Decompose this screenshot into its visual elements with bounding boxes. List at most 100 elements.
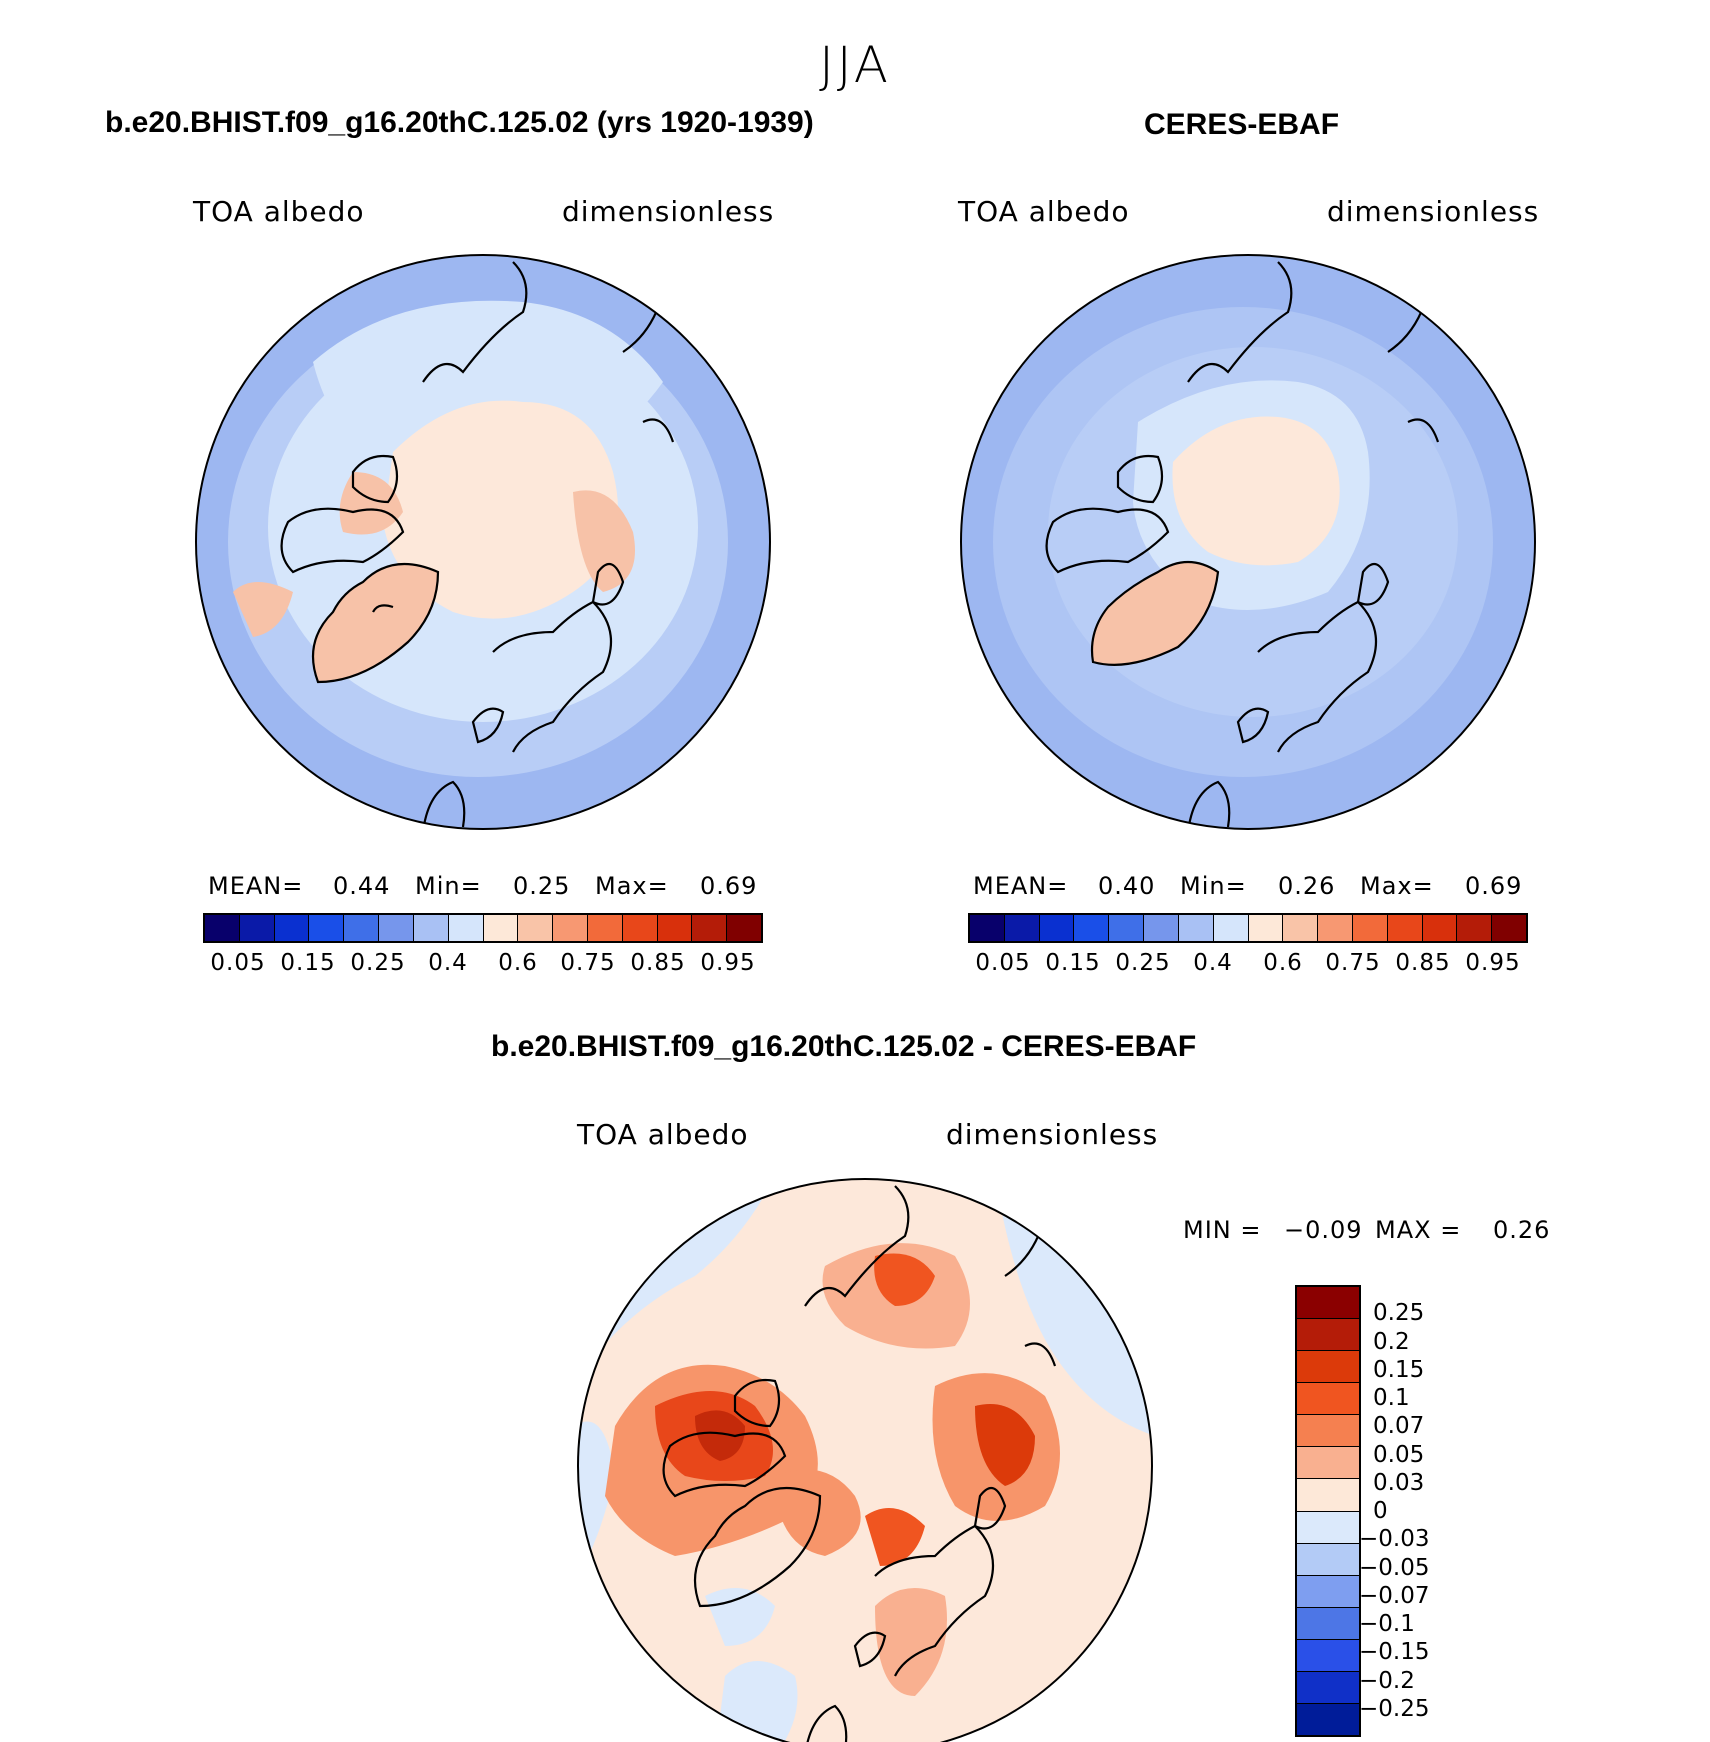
panel-3-colorbar-swatch bbox=[1297, 1607, 1359, 1640]
map-boundary bbox=[577, 1178, 1153, 1742]
panel-2-max-value: 0.69 bbox=[1465, 872, 1523, 900]
panel-3-colorbar-tick-label: −0.25 bbox=[1359, 1695, 1430, 1722]
panel-1-variable-label: TOA albedo bbox=[193, 195, 365, 228]
panel-1-colorbar-tick-label: 0.85 bbox=[630, 950, 686, 976]
panel-3-colorbar-tick-label: 0.1 bbox=[1373, 1385, 1410, 1411]
panel-1-colorbar bbox=[203, 913, 763, 943]
panel-2-colorbar-tick-label: 0.75 bbox=[1325, 950, 1381, 976]
panel-2-colorbar-swatch bbox=[1352, 915, 1388, 941]
arctic-high-albedo-region bbox=[1172, 416, 1340, 566]
panel-3-colorbar-tick-label: −0.03 bbox=[1359, 1526, 1430, 1553]
panel-2-title: CERES-EBAF bbox=[1144, 108, 1340, 141]
panel-3-colorbar-swatch bbox=[1297, 1319, 1359, 1352]
coastlines bbox=[1045, 261, 1440, 829]
panel-3-colorbar-swatch bbox=[1297, 1415, 1359, 1448]
panel-3-variable-label: TOA albedo bbox=[577, 1118, 749, 1151]
greenland-region bbox=[313, 564, 438, 682]
panel-1-polar-map bbox=[195, 254, 771, 830]
panel-1-min-label: Min= bbox=[415, 872, 482, 900]
panel-1-colorbar-swatch bbox=[518, 915, 554, 941]
panel-2-min-value: 0.26 bbox=[1278, 872, 1336, 900]
panel-1-colorbar-swatch bbox=[657, 915, 693, 941]
panel-3-colorbar-tick-label: −0.2 bbox=[1359, 1667, 1415, 1694]
panel-2-max-label: Max= bbox=[1360, 872, 1434, 900]
panel-3-colorbar-tick-label: 0.05 bbox=[1373, 1441, 1425, 1468]
panel-1-colorbar-swatch bbox=[379, 915, 414, 941]
panel-2-colorbar-swatch bbox=[1457, 915, 1493, 941]
panel-1-colorbar-swatch bbox=[587, 915, 623, 941]
panel-3-polar-map bbox=[577, 1178, 1153, 1742]
panel-3-colorbar-tick-label: 0.03 bbox=[1373, 1469, 1425, 1496]
panel-1-colorbar-swatch bbox=[553, 915, 588, 941]
panel-1-mean-value: 0.44 bbox=[333, 872, 391, 900]
panel-1-colorbar-tick-label: 0.95 bbox=[700, 950, 756, 976]
panel-3-colorbar-tick-label: −0.15 bbox=[1359, 1639, 1430, 1666]
panel-1-colorbar-tick-label: 0.05 bbox=[210, 950, 266, 976]
panel-2-colorbar-swatch bbox=[1492, 915, 1526, 941]
panel-2-colorbar-tick-label: 0.85 bbox=[1395, 950, 1451, 976]
panel-3-title: b.e20.BHIST.f09_g16.20thC.125.02 - CERES… bbox=[491, 1030, 1197, 1063]
panel-3-colorbar-swatch bbox=[1297, 1639, 1359, 1672]
panel-3-colorbar-tick-label: 0 bbox=[1373, 1498, 1388, 1524]
panel-3-colorbar-swatch bbox=[1297, 1351, 1359, 1384]
panel-3-min-label: MIN = bbox=[1183, 1216, 1262, 1244]
panel-3-colorbar-ticks: 0.25 0.2 0.15 0.1 0.07 0.05 0.03 0 −0.03 −0.05 −0.… bbox=[1359, 1285, 1487, 1737]
panel-1-colorbar-swatch bbox=[344, 915, 380, 941]
panel-2-colorbar-swatch bbox=[1178, 915, 1214, 941]
panel-1-colorbar-swatch bbox=[483, 915, 519, 941]
map-boundary bbox=[960, 254, 1536, 830]
panel-3-colorbar-swatch bbox=[1297, 1671, 1359, 1705]
map-boundary bbox=[195, 254, 771, 830]
panel-2-colorbar-swatch bbox=[1213, 915, 1249, 941]
panel-1-colorbar-tick-label: 0.6 bbox=[498, 950, 538, 976]
panel-1-colorbar-swatch bbox=[413, 915, 449, 941]
panel-2-colorbar-tick-label: 0.95 bbox=[1465, 950, 1521, 976]
panel-2-colorbar-tick-label: 0.25 bbox=[1115, 950, 1171, 976]
arctic-high-albedo-region bbox=[383, 400, 618, 619]
panel-3-colorbar bbox=[1295, 1285, 1361, 1737]
panel-2-polar-map bbox=[960, 254, 1536, 830]
panel-1-colorbar-swatch bbox=[692, 915, 728, 941]
panel-1-colorbar-swatch bbox=[239, 915, 275, 941]
panel-2-colorbar-swatch bbox=[1109, 915, 1145, 941]
panel-1-min-value: 0.25 bbox=[513, 872, 571, 900]
panel-1-colorbar-ticks: 0.05 0.15 0.25 0.4 0.6 0.75 0.85 0.95 bbox=[203, 950, 763, 980]
panel-1-units-label: dimensionless bbox=[562, 195, 775, 228]
panel-2-colorbar-tick-label: 0.4 bbox=[1193, 950, 1233, 976]
panel-3-colorbar-tick-label: 0.07 bbox=[1373, 1413, 1425, 1440]
panel-2-min-label: Min= bbox=[1180, 872, 1247, 900]
panel-2-colorbar-swatch bbox=[1144, 915, 1179, 941]
panel-3-colorbar-swatch bbox=[1297, 1447, 1359, 1480]
panel-1-colorbar-swatch bbox=[205, 915, 240, 941]
panel-3-max-label: MAX = bbox=[1375, 1216, 1462, 1244]
panel-2-mean-label: MEAN= bbox=[973, 872, 1069, 900]
panel-2-colorbar-swatch bbox=[970, 915, 1005, 941]
panel-1-max-value: 0.69 bbox=[700, 872, 758, 900]
panel-3-colorbar-tick-label: −0.1 bbox=[1359, 1611, 1415, 1637]
panel-1-colorbar-tick-label: 0.25 bbox=[350, 950, 406, 976]
panel-3-colorbar-tick-label: 0.25 bbox=[1373, 1300, 1425, 1327]
panel-3-min-value: −0.09 bbox=[1284, 1216, 1363, 1244]
panel-2-colorbar-swatch bbox=[1039, 915, 1075, 941]
panel-3-colorbar-swatch bbox=[1297, 1704, 1359, 1736]
panel-1-colorbar-swatch bbox=[622, 915, 658, 941]
panel-1-max-label: Max= bbox=[595, 872, 669, 900]
panel-2-colorbar-tick-label: 0.6 bbox=[1263, 950, 1303, 976]
panel-3-colorbar-tick-label: −0.07 bbox=[1359, 1582, 1430, 1609]
panel-3-max-value: 0.26 bbox=[1493, 1216, 1551, 1244]
greenland-region bbox=[1092, 562, 1218, 665]
panel-2-colorbar bbox=[968, 913, 1528, 943]
panel-2-mean-value: 0.40 bbox=[1098, 872, 1156, 900]
panel-3-units-label: dimensionless bbox=[946, 1118, 1159, 1151]
panel-1-mean-label: MEAN= bbox=[208, 872, 304, 900]
panel-2-colorbar-swatch bbox=[1387, 915, 1423, 941]
panel-1-colorbar-swatch bbox=[448, 915, 484, 941]
panel-3-colorbar-swatch bbox=[1297, 1511, 1359, 1544]
panel-1-colorbar-swatch bbox=[727, 915, 761, 941]
panel-2-colorbar-swatch bbox=[1004, 915, 1040, 941]
panel-3-colorbar-swatch bbox=[1297, 1287, 1359, 1320]
panel-3-colorbar-tick-label: 0.2 bbox=[1373, 1328, 1410, 1355]
panel-2-colorbar-swatch bbox=[1074, 915, 1110, 941]
panel-1-colorbar-tick-label: 0.75 bbox=[560, 950, 616, 976]
panel-3-colorbar-tick-label: 0.15 bbox=[1373, 1356, 1425, 1383]
